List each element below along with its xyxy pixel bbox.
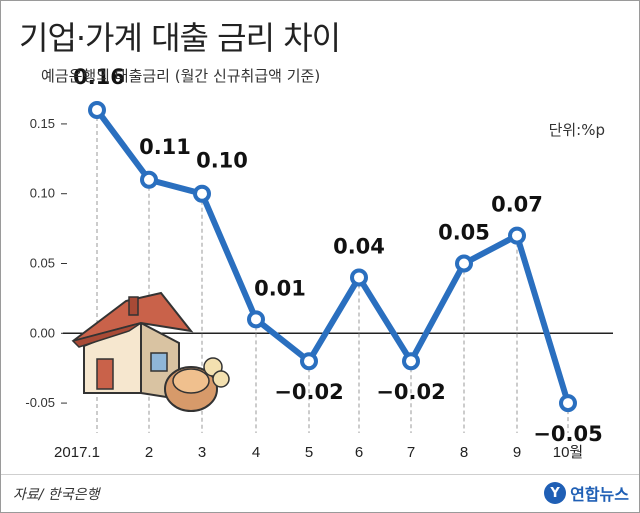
x-tick-label: 4 [252, 444, 260, 461]
data-point [455, 254, 473, 273]
data-point [508, 226, 526, 245]
series-line [94, 106, 571, 407]
publisher-logo: Y 연합뉴스 [544, 481, 629, 505]
data-label: −0.02 [274, 380, 343, 404]
data-point [247, 310, 265, 329]
data-label: 0.07 [491, 193, 543, 217]
footer-divider [1, 474, 639, 475]
source-label: 자료/ 한국은행 [13, 487, 100, 503]
y-tick-label: -0.05 [25, 395, 55, 410]
x-tick-label: 8 [460, 444, 468, 461]
x-tick-label: 10월 [553, 444, 584, 461]
data-label: 0.16 [73, 65, 125, 89]
data-point [300, 352, 318, 371]
unit-label: 단위:%p [548, 121, 605, 139]
data-point [140, 170, 158, 189]
x-tick-label: 6 [355, 444, 363, 461]
data-label: −0.02 [376, 380, 445, 404]
data-label: −0.05 [533, 422, 602, 446]
data-point [559, 394, 577, 413]
y-tick-label: 0.05 [30, 256, 55, 271]
y-tick-label: 0.10 [30, 186, 55, 201]
data-label: 0.11 [139, 135, 191, 159]
data-point [193, 184, 211, 203]
chart-title: 기업·가계 대출 금리 차이 [19, 19, 341, 57]
x-tick-label: 7 [407, 444, 415, 461]
x-tick-label: 2 [145, 444, 153, 461]
y-tick-label: 0.15 [30, 116, 55, 131]
x-tick-label: 9 [513, 444, 521, 461]
yonhap-logo-icon: Y [544, 482, 567, 504]
x-tick-label: 3 [198, 444, 206, 461]
data-point [350, 268, 368, 287]
logo-text: 연합뉴스 [570, 485, 629, 504]
y-tick-label: 0.00 [30, 325, 55, 340]
house-and-coins-illustration [71, 291, 230, 412]
data-label: 0.04 [333, 234, 385, 258]
data-label: 0.05 [438, 221, 490, 245]
x-tick-label: 2017.1 [54, 444, 100, 461]
data-point [88, 100, 106, 119]
data-label: 0.01 [254, 276, 306, 300]
data-point [402, 352, 420, 371]
data-label: 0.10 [196, 149, 248, 173]
x-tick-label: 5 [305, 444, 313, 461]
chart-subtitle: 예금은행의 대출금리 (월간 신규취급액 기준) [41, 67, 321, 85]
